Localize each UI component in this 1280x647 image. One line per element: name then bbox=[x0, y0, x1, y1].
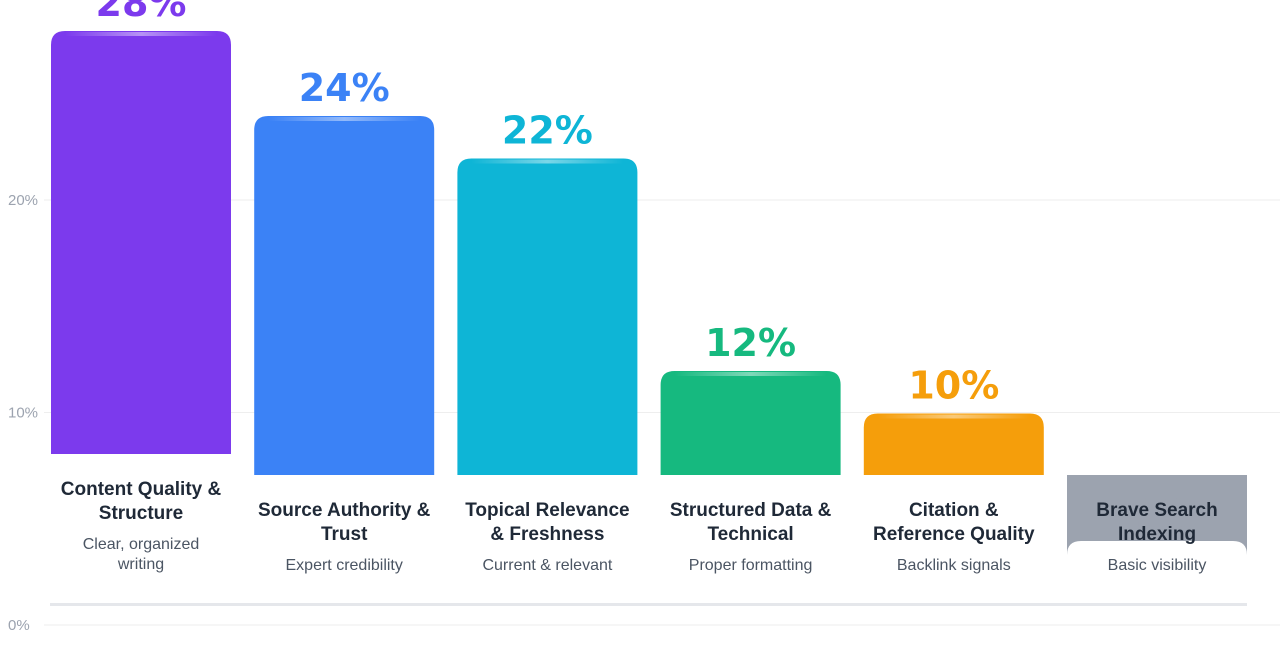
category-label: Structure bbox=[99, 503, 183, 524]
category-label: Indexing bbox=[1118, 524, 1196, 545]
y-tick-label: 0% bbox=[8, 617, 30, 634]
category-label: Technical bbox=[707, 524, 793, 545]
y-tick-label: 20% bbox=[8, 192, 38, 209]
category-sublabel: Clear, organized bbox=[83, 536, 200, 553]
category-label: Structured Data & bbox=[670, 500, 832, 521]
bar-highlight bbox=[65, 32, 217, 36]
bar-highlight bbox=[1081, 542, 1233, 546]
baseline-strip bbox=[50, 603, 1247, 606]
value-label: 12% bbox=[705, 321, 796, 365]
value-label: 4% bbox=[1125, 491, 1190, 535]
value-label: 24% bbox=[299, 66, 390, 110]
bar[interactable] bbox=[457, 158, 638, 476]
value-label: 10% bbox=[908, 364, 999, 408]
category-sublabel: Expert credibility bbox=[286, 557, 403, 574]
bar-layer bbox=[51, 31, 1247, 555]
bar-highlight bbox=[268, 117, 421, 121]
category-sublabel: Current & relevant bbox=[482, 557, 612, 574]
category-label: Content Quality & bbox=[61, 479, 222, 500]
category-sublabel: Proper formatting bbox=[689, 557, 813, 574]
bar[interactable] bbox=[51, 31, 231, 454]
value-label: 22% bbox=[502, 109, 593, 153]
category-label: Brave Search bbox=[1096, 500, 1217, 521]
category-label: & Freshness bbox=[490, 524, 604, 545]
bar[interactable] bbox=[1067, 475, 1247, 555]
category-label: Topical Relevance bbox=[465, 500, 629, 521]
y-tick-label: 10% bbox=[8, 405, 38, 422]
bar-highlight bbox=[471, 159, 624, 164]
category-label: Source Authority & bbox=[258, 500, 431, 521]
bar[interactable] bbox=[660, 371, 841, 475]
value-label: 28% bbox=[96, 0, 187, 25]
category-sublabel: Backlink signals bbox=[897, 557, 1011, 574]
category-label: Trust bbox=[321, 524, 368, 545]
bar[interactable] bbox=[863, 413, 1044, 476]
category-label: Reference Quality bbox=[873, 524, 1035, 545]
category-sublabel: Basic visibility bbox=[1108, 557, 1207, 574]
bar[interactable] bbox=[254, 116, 435, 475]
label-layer: 28% Content Quality & Structure Clear, orga… bbox=[61, 0, 1218, 574]
category-label: Citation & bbox=[909, 500, 999, 521]
bar-highlight bbox=[877, 414, 1030, 419]
category-sublabel: writing bbox=[117, 556, 164, 573]
bar-highlight bbox=[674, 372, 827, 376]
